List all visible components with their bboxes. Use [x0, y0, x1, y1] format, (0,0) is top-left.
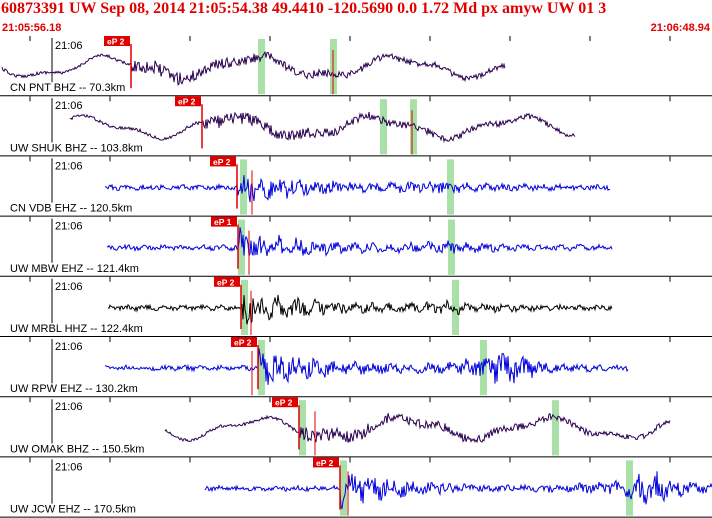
waveform-trace [107, 294, 613, 325]
pick-label: eP 2 [234, 338, 252, 348]
pick-label: eP 2 [213, 157, 231, 167]
channel-label: CN VDB EHZ -- 120.5km [10, 203, 132, 215]
pick-label: eP 2 [178, 97, 196, 107]
pick-label: eP 1 [214, 217, 232, 227]
channel-label: UW OMAK BHZ -- 150.5km [10, 443, 144, 455]
pick-label-box[interactable] [210, 156, 236, 167]
waveform-trace [106, 227, 613, 257]
phase-window-marker [410, 99, 417, 155]
phase-window-marker [552, 400, 559, 456]
minute-label: 21:06 [55, 401, 83, 413]
seismogram-panel[interactable]: 21:06 eP 2 CN PNT BHZ -- 70.3km 21:06 eP 2 UW… [0, 36, 712, 518]
trace-row[interactable]: 21:06 eP 2 UW JCW EHZ -- 170.5km [0, 457, 712, 518]
channel-label: UW RPW EHZ -- 130.2km [10, 383, 138, 395]
trace-row[interactable]: 21:06 eP 2 UW SHUK BHZ -- 103.8km [0, 96, 712, 157]
phase-window-marker [447, 159, 454, 215]
minute-label: 21:06 [55, 160, 83, 172]
waveform-trace [164, 413, 671, 444]
pick-label: eP 2 [107, 37, 125, 47]
pick-label: eP 2 [217, 277, 235, 287]
minute-label: 21:06 [55, 40, 83, 52]
waveform-trace [104, 175, 610, 203]
minute-label: 21:06 [55, 100, 83, 112]
phase-window-marker [626, 460, 633, 516]
pick-label: eP 2 [316, 458, 334, 468]
waveform-trace [69, 111, 576, 143]
channel-label: UW JCW EHZ -- 170.5km [10, 504, 136, 516]
pick-label-box[interactable] [211, 216, 237, 227]
waveform-trace [1, 51, 506, 86]
channel-label: UW SHUK BHZ -- 103.8km [10, 142, 143, 154]
pick-label: eP 2 [275, 398, 293, 408]
phase-window-marker [340, 460, 347, 516]
minute-label: 21:06 [55, 461, 83, 473]
phase-window-marker [299, 400, 306, 456]
phase-window-marker [452, 279, 459, 335]
trace-row[interactable]: 21:06 eP 2 UW RPW EHZ -- 130.2km [0, 337, 712, 398]
pick-label-box[interactable] [214, 276, 240, 287]
minute-label: 21:06 [55, 281, 83, 293]
window-start-time: 21:05:56.18 [2, 22, 62, 34]
phase-window-marker [380, 99, 387, 155]
channel-label: UW MRBL HHZ -- 122.4km [10, 323, 143, 335]
minute-label: 21:06 [55, 221, 83, 233]
pick-label-box[interactable] [313, 457, 339, 468]
channel-label: CN PNT BHZ -- 70.3km [10, 82, 125, 94]
minute-label: 21:06 [55, 341, 83, 353]
waveform-trace [104, 348, 629, 385]
event-header: 60873391 UW Sep 08, 2014 21:05:54.38 49.… [0, 0, 712, 36]
phase-window-marker [258, 340, 265, 396]
trace-row[interactable]: 21:06 eP 2 UW OMAK BHZ -- 150.5km [0, 397, 712, 458]
channel-label: UW MBW EHZ -- 121.4km [10, 263, 139, 275]
phase-window-marker [258, 39, 265, 95]
pick-label-box[interactable] [175, 96, 201, 107]
pick-label-box[interactable] [104, 36, 130, 46]
event-title: 60873391 UW Sep 08, 2014 21:05:54.38 49.… [1, 0, 607, 17]
trace-row[interactable]: 21:06 eP 2 CN VDB EHZ -- 120.5km [0, 156, 712, 217]
waveform-trace [204, 471, 712, 510]
pick-label-box[interactable] [231, 337, 257, 347]
trace-row[interactable]: 21:06 eP 2 UW MRBL HHZ -- 122.4km [0, 276, 712, 337]
pick-label-box[interactable] [272, 397, 298, 408]
window-end-time: 21:06:48.94 [650, 22, 710, 34]
trace-row[interactable]: 21:06 eP 2 CN PNT BHZ -- 70.3km [0, 36, 712, 97]
trace-row[interactable]: 21:06 eP 1 UW MBW EHZ -- 121.4km [0, 216, 712, 277]
